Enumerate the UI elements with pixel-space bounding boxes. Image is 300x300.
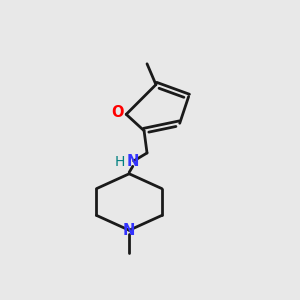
Text: N: N bbox=[123, 223, 135, 238]
Text: H: H bbox=[115, 155, 125, 169]
Text: N: N bbox=[127, 154, 139, 169]
Text: O: O bbox=[111, 105, 124, 120]
